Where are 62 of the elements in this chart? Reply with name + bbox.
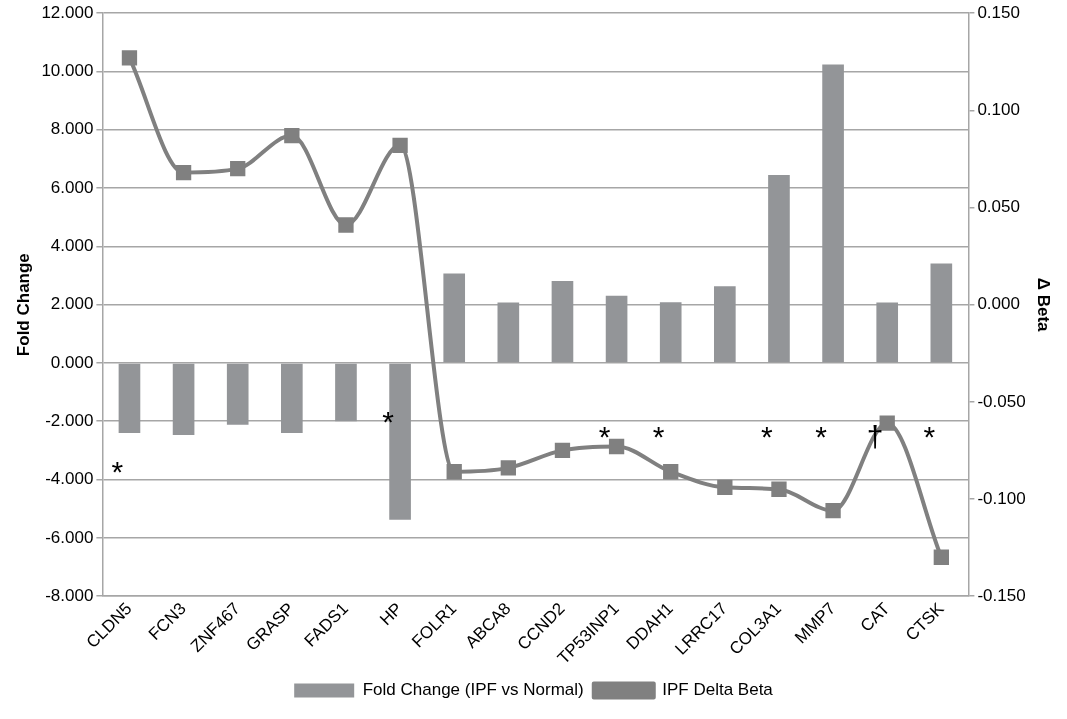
bar bbox=[605, 295, 628, 363]
bar bbox=[714, 286, 736, 363]
point bbox=[121, 50, 138, 66]
y-axis-title: Fold Change bbox=[13, 253, 33, 357]
y2-tick-label: 0.000 bbox=[977, 294, 1020, 314]
bar bbox=[226, 363, 249, 425]
y-tick-label: -2.000 bbox=[45, 410, 94, 430]
bar bbox=[659, 302, 682, 363]
y2-tick-label: 0.100 bbox=[977, 100, 1020, 120]
annotation: * bbox=[761, 420, 774, 453]
annotation: * bbox=[382, 405, 395, 439]
bar bbox=[281, 363, 303, 433]
point bbox=[500, 460, 516, 476]
x-tick-label: CAT bbox=[856, 599, 894, 636]
point bbox=[284, 127, 300, 144]
point bbox=[338, 217, 354, 233]
bar bbox=[768, 174, 790, 363]
y2-tick-label: 0.050 bbox=[977, 197, 1020, 217]
point bbox=[175, 164, 192, 181]
annotation: † bbox=[866, 420, 884, 453]
y-tick-label: 2.000 bbox=[50, 294, 94, 314]
y2-tick-label: -0.150 bbox=[977, 585, 1026, 605]
point bbox=[446, 464, 462, 480]
bar bbox=[172, 363, 195, 435]
annotation: * bbox=[598, 420, 611, 453]
point bbox=[392, 137, 408, 153]
y-tick-label: 10.000 bbox=[41, 61, 94, 81]
point bbox=[933, 549, 949, 565]
bar bbox=[443, 273, 466, 363]
point bbox=[554, 442, 571, 459]
point bbox=[825, 502, 841, 519]
y-tick-label: 6.000 bbox=[50, 177, 94, 197]
point bbox=[230, 160, 246, 177]
y-tick-label: -8.000 bbox=[45, 585, 94, 605]
annotation: * bbox=[815, 420, 828, 453]
bar bbox=[551, 281, 574, 363]
y-tick-label: -6.000 bbox=[45, 527, 94, 547]
bar bbox=[118, 363, 141, 433]
y-tick-label: 0.000 bbox=[50, 352, 94, 372]
point bbox=[771, 481, 787, 497]
y-tick-label: 12.000 bbox=[41, 2, 94, 22]
y2-tick-label: 0.150 bbox=[977, 2, 1020, 22]
legend-label: IPF Delta Beta bbox=[662, 680, 774, 700]
bar bbox=[876, 302, 899, 363]
y2-tick-label: -0.050 bbox=[977, 391, 1026, 411]
y-tick-label: 4.000 bbox=[50, 236, 94, 256]
point bbox=[717, 479, 733, 495]
y-tick-label: -4.000 bbox=[45, 469, 94, 489]
point bbox=[663, 464, 679, 480]
annotation: * bbox=[111, 454, 124, 488]
annotation: * bbox=[923, 420, 936, 453]
bar bbox=[822, 64, 844, 363]
x-tick-label: HP bbox=[376, 599, 407, 630]
bar bbox=[930, 263, 953, 363]
bar bbox=[335, 363, 357, 422]
legend-label: Fold Change (IPF vs Normal) bbox=[362, 680, 584, 700]
point bbox=[608, 438, 625, 455]
y-tick-label: 8.000 bbox=[50, 119, 94, 139]
bar bbox=[497, 302, 520, 363]
y2-axis-title: Δ Beta bbox=[1034, 277, 1054, 333]
annotation: * bbox=[652, 420, 665, 453]
y2-tick-label: -0.100 bbox=[977, 488, 1026, 508]
